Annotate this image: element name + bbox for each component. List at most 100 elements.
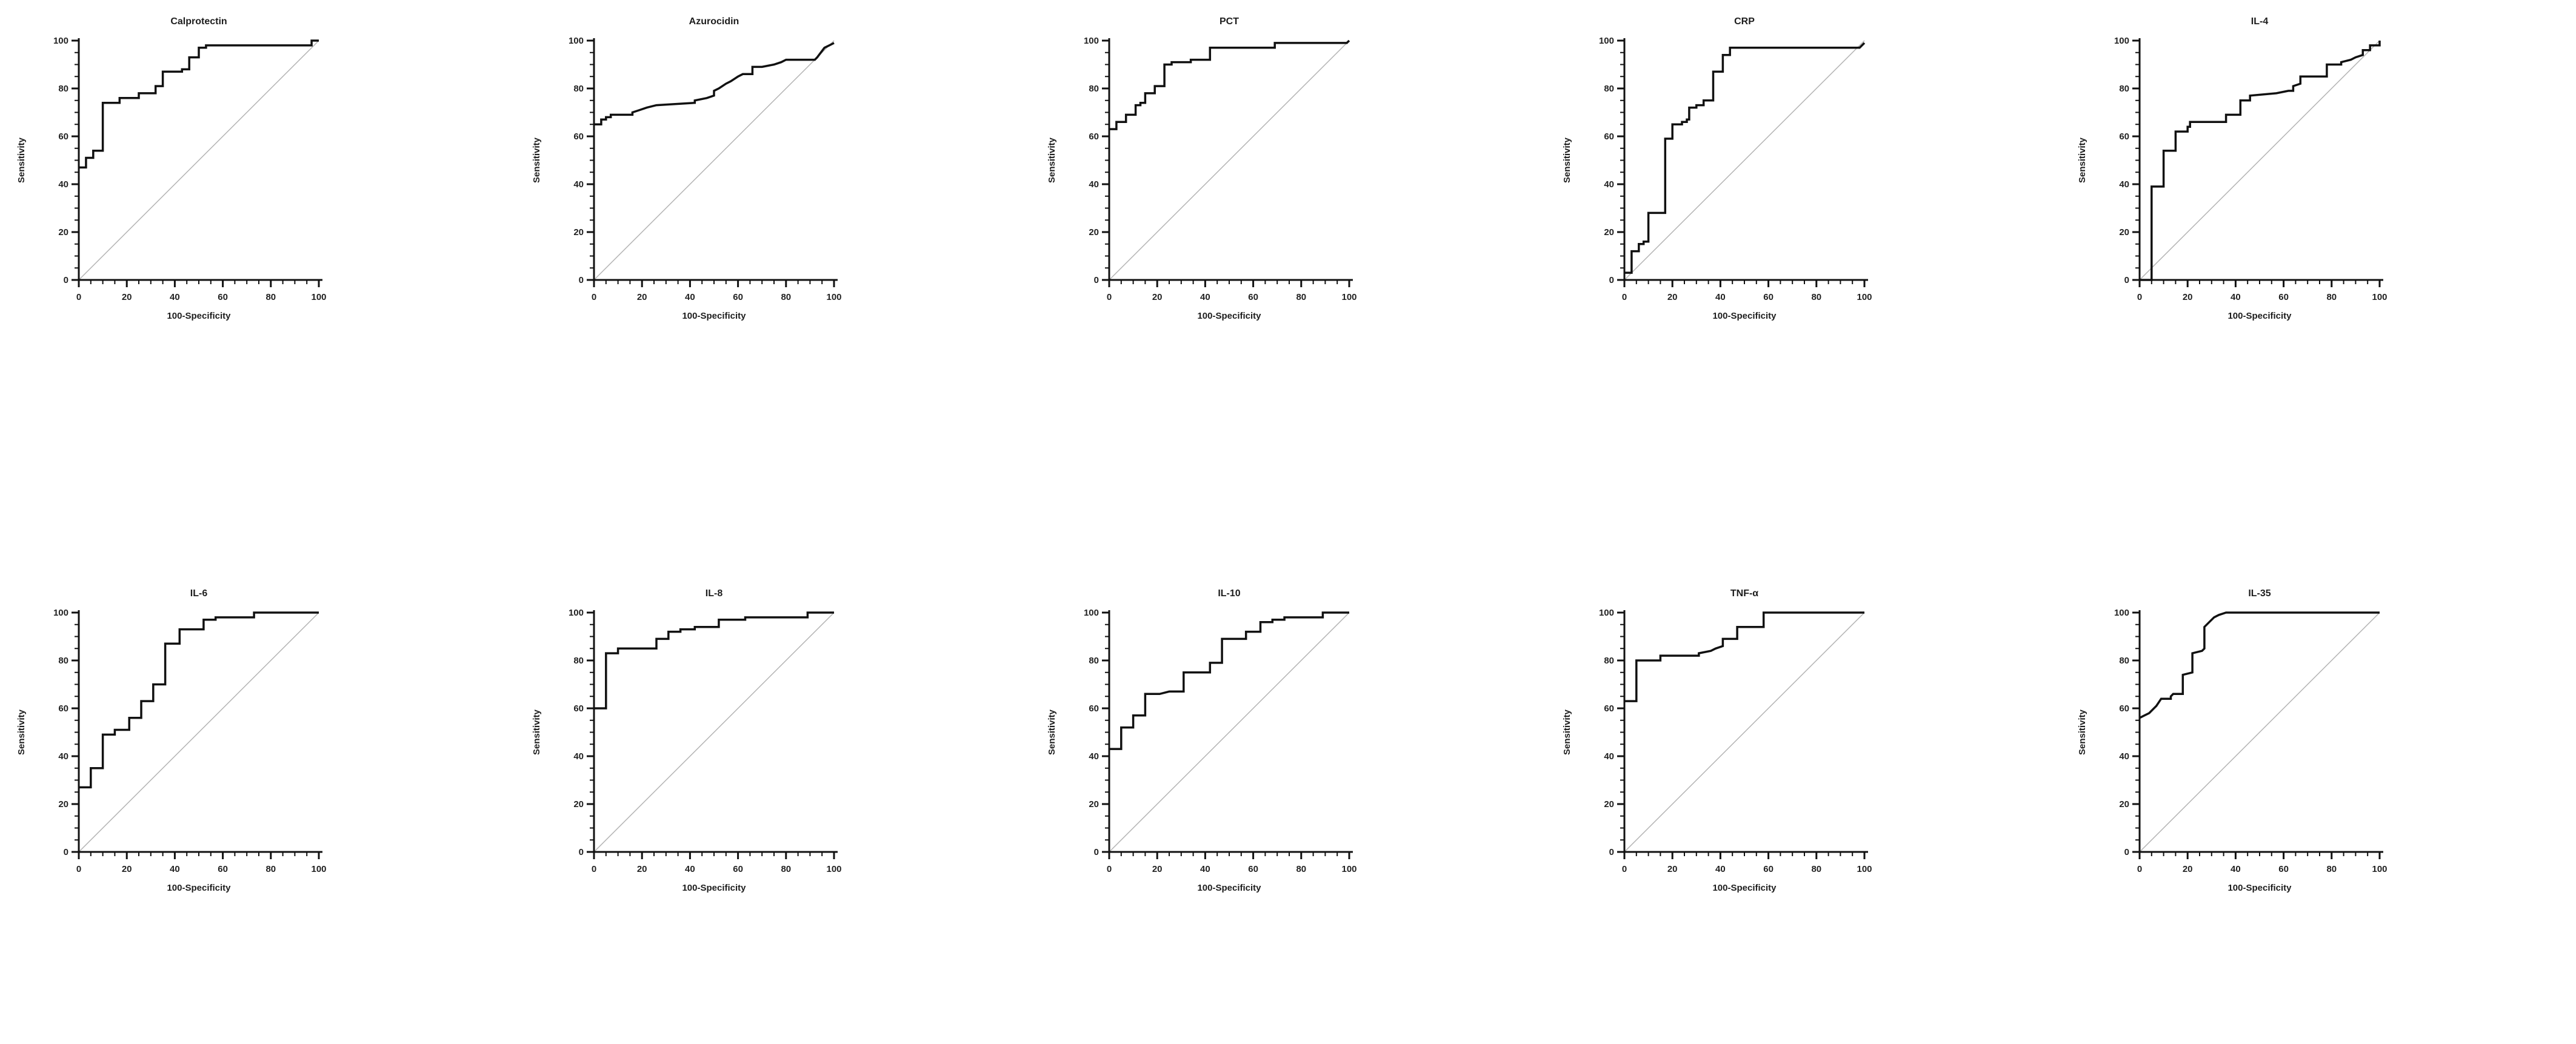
y-tick-label: 0 bbox=[1094, 847, 1099, 857]
roc-panel-il-4: IL-4 Sensitivity 100-Specificity 0 0 20 20 40 40… bbox=[2061, 0, 2576, 522]
x-tick-label: 40 bbox=[1715, 292, 1726, 302]
x-tick-label: 40 bbox=[170, 864, 180, 874]
y-tick-label: 60 bbox=[1604, 703, 1614, 714]
y-tick-label: 60 bbox=[58, 131, 68, 142]
roc-plot: PCT Sensitivity 100-Specificity 00 20 20 40 40 6… bbox=[1047, 16, 1357, 321]
y-tick-label: 60 bbox=[58, 703, 68, 714]
y-axis-label: Sensitivity bbox=[2077, 137, 2087, 183]
x-tick-label: 80 bbox=[1811, 864, 1821, 874]
y-tick-label: 100 bbox=[1084, 36, 1099, 46]
y-axis-label: Sensitivity bbox=[1047, 709, 1057, 755]
x-tick-label: 20 bbox=[122, 864, 132, 874]
x-axis-label: 100-Specificity bbox=[682, 311, 746, 321]
y-tick-label: 0 bbox=[64, 275, 68, 285]
x-tick-label: 80 bbox=[1296, 864, 1306, 874]
x-axis-label: 100-Specificity bbox=[1712, 883, 1777, 893]
roc-plot: IL-35 Sensitivity 100-Specificity 00 20 20 40 4… bbox=[2077, 588, 2387, 893]
reference-diagonal bbox=[78, 40, 319, 281]
x-tick-label: 80 bbox=[265, 292, 276, 302]
y-tick-label: 60 bbox=[1089, 703, 1099, 714]
roc-plot: TNF-α Sensitivity 100-Specificity 00 20 20 40 4… bbox=[1562, 588, 1872, 893]
y-tick-label: 0 bbox=[579, 847, 584, 857]
roc-panel-tnf-: TNF-α Sensitivity 100-Specificity 0 0 20 20 40 4… bbox=[1546, 522, 2061, 1044]
y-tick-label: 0 bbox=[1609, 847, 1614, 857]
x-tick-label: 100 bbox=[826, 864, 841, 874]
roc-curve bbox=[79, 611, 319, 789]
y-tick-label: 80 bbox=[1604, 656, 1614, 666]
x-tick-label: 40 bbox=[1715, 864, 1726, 874]
roc-panel-crp: CRP Sensitivity 100-Specificity 0 0 20 20 40 40 6… bbox=[1546, 0, 2061, 522]
y-tick-label: 40 bbox=[1089, 751, 1099, 762]
y-tick-label: 0 bbox=[64, 847, 68, 857]
y-tick-label: 40 bbox=[58, 751, 68, 762]
x-tick-label: 100 bbox=[2372, 292, 2387, 302]
y-tick-label: 60 bbox=[1604, 131, 1614, 142]
roc-curve bbox=[1109, 611, 1349, 750]
x-tick-label: 0 bbox=[592, 864, 596, 874]
y-tick-label: 80 bbox=[1089, 84, 1099, 94]
chart-title: CRP bbox=[1734, 16, 1755, 27]
x-tick-label: 80 bbox=[265, 864, 276, 874]
roc-panel-il-6: IL-6 Sensitivity 100-Specificity 0 0 20 20 40 40… bbox=[0, 522, 515, 1044]
y-tick-label: 20 bbox=[1604, 227, 1614, 238]
y-tick-label: 20 bbox=[1604, 799, 1614, 810]
roc-curve bbox=[1624, 611, 1864, 702]
roc-plot: IL-6 Sensitivity 100-Specificity 00 20 20 40 40… bbox=[16, 588, 327, 893]
y-tick-label: 40 bbox=[58, 179, 68, 190]
y-axis-label: Sensitivity bbox=[16, 709, 27, 755]
y-tick-label: 60 bbox=[1089, 131, 1099, 142]
x-axis-label: 100-Specificity bbox=[1712, 311, 1777, 321]
y-tick-label: 0 bbox=[1094, 275, 1099, 285]
y-tick-label: 40 bbox=[1604, 179, 1614, 190]
y-tick-label: 100 bbox=[569, 608, 584, 618]
y-tick-label: 0 bbox=[1609, 275, 1614, 285]
x-tick-label: 100 bbox=[1857, 292, 1872, 302]
chart-title: IL-4 bbox=[2251, 16, 2269, 27]
roc-panel-il-10: IL-10 Sensitivity 100-Specificity 0 0 20 20 40 4… bbox=[1030, 522, 1546, 1044]
y-tick-label: 100 bbox=[569, 36, 584, 46]
y-tick-label: 80 bbox=[58, 84, 68, 94]
x-tick-label: 20 bbox=[637, 292, 647, 302]
x-tick-label: 100 bbox=[2372, 864, 2387, 874]
y-tick-label: 80 bbox=[2119, 656, 2129, 666]
x-tick-label: 40 bbox=[1200, 864, 1210, 874]
x-tick-label: 100 bbox=[1857, 864, 1872, 874]
roc-curve bbox=[1624, 42, 1866, 274]
y-tick-label: 80 bbox=[1604, 84, 1614, 94]
chart-title: IL-6 bbox=[190, 588, 208, 599]
x-tick-label: 100 bbox=[1341, 292, 1356, 302]
x-axis-label: 100-Specificity bbox=[2227, 883, 2292, 893]
x-axis-label: 100-Specificity bbox=[682, 883, 746, 893]
y-tick-label: 80 bbox=[2119, 84, 2129, 94]
x-tick-label: 20 bbox=[1152, 292, 1163, 302]
x-tick-label: 100 bbox=[311, 292, 326, 302]
roc-curve bbox=[594, 611, 834, 710]
y-tick-label: 20 bbox=[573, 227, 584, 238]
y-axis-label: Sensitivity bbox=[16, 137, 27, 183]
x-tick-label: 20 bbox=[2183, 292, 2193, 302]
y-axis-label: Sensitivity bbox=[532, 137, 542, 183]
x-tick-label: 20 bbox=[1152, 864, 1163, 874]
y-tick-label: 20 bbox=[2119, 799, 2129, 810]
y-tick-label: 100 bbox=[1084, 608, 1099, 618]
x-tick-label: 60 bbox=[1763, 864, 1774, 874]
y-tick-label: 80 bbox=[58, 656, 68, 666]
x-tick-label: 20 bbox=[1667, 864, 1678, 874]
y-tick-label: 100 bbox=[1599, 608, 1614, 618]
x-tick-label: 20 bbox=[2183, 864, 2193, 874]
y-tick-label: 100 bbox=[2114, 608, 2129, 618]
y-tick-label: 100 bbox=[2114, 36, 2129, 46]
x-tick-label: 0 bbox=[1622, 864, 1627, 874]
y-tick-label: 80 bbox=[573, 656, 584, 666]
y-tick-label: 0 bbox=[2124, 847, 2129, 857]
x-tick-label: 0 bbox=[1622, 292, 1627, 302]
x-tick-label: 20 bbox=[637, 864, 647, 874]
x-tick-label: 100 bbox=[826, 292, 841, 302]
x-tick-label: 40 bbox=[685, 864, 695, 874]
x-tick-label: 80 bbox=[2326, 292, 2337, 302]
y-axis-label: Sensitivity bbox=[2077, 709, 2087, 755]
roc-plot: IL-4 Sensitivity 100-Specificity 00 20 20 40 40… bbox=[2077, 16, 2387, 321]
chart-title: Calprotectin bbox=[170, 16, 227, 27]
y-tick-label: 0 bbox=[579, 275, 584, 285]
y-tick-label: 60 bbox=[2119, 703, 2129, 714]
